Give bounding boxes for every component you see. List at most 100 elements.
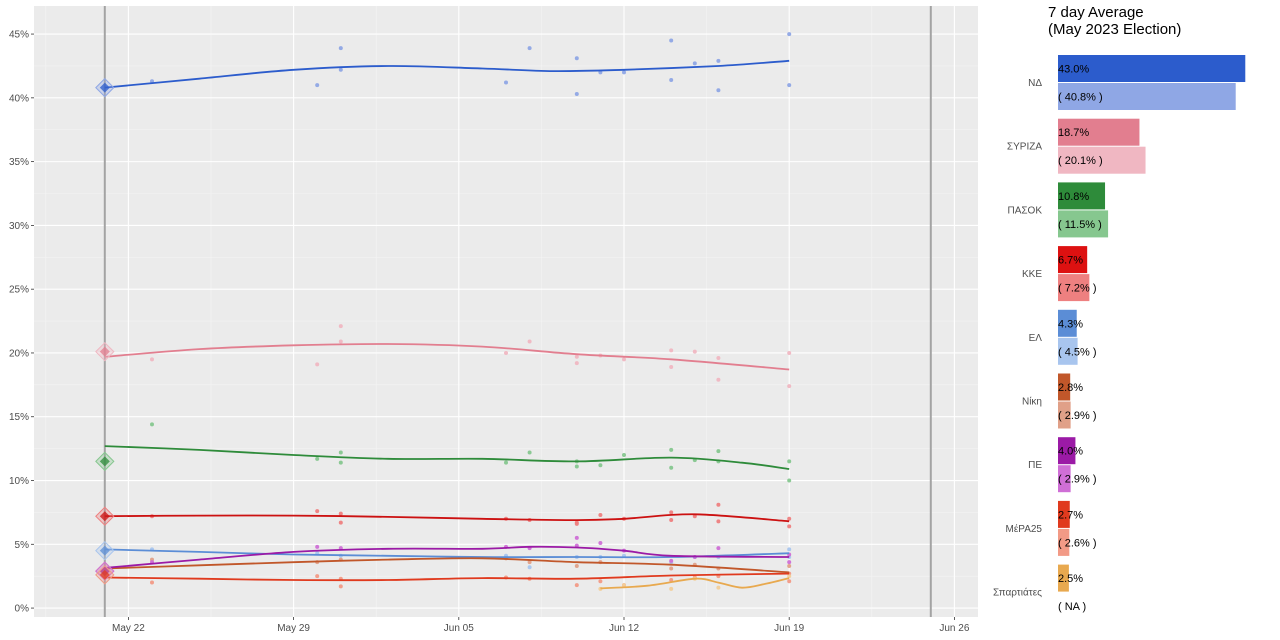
party-label-κκε: ΚΚΕ bbox=[1022, 269, 1042, 280]
x-tick-label: May 29 bbox=[277, 623, 310, 634]
poll-point-κκε bbox=[787, 524, 792, 529]
average-bar-νδ bbox=[1058, 55, 1246, 82]
average-bar-σπαρτιάτες bbox=[1058, 564, 1069, 592]
party-label-πασοκ: ΠΑΣΟΚ bbox=[1007, 205, 1042, 216]
party-label-σπαρτιάτες: Σπαρτιάτες bbox=[993, 587, 1042, 599]
election-bar-πασοκ bbox=[1058, 210, 1109, 238]
poll-point-πε bbox=[574, 535, 579, 540]
diamond-inner bbox=[99, 511, 110, 522]
poll-point-πασοκ bbox=[716, 449, 721, 454]
panel-title: 7 day Average (May 2023 Election) bbox=[1048, 4, 1181, 38]
poll-point-συριζα bbox=[315, 362, 320, 367]
x-tick-label: Jun 26 bbox=[939, 623, 969, 634]
trend-line-μέρα25 bbox=[104, 572, 790, 582]
poll-point-πε bbox=[716, 546, 721, 551]
y-tick-label: 30% bbox=[9, 221, 29, 232]
y-tick-label: 35% bbox=[9, 157, 29, 168]
poll-point-ελ bbox=[527, 565, 532, 570]
trend-line-σπαρτιάτες bbox=[600, 577, 790, 590]
election-value-νδ: ( 40.8% ) bbox=[1058, 92, 1103, 104]
poll-point-νδ bbox=[669, 38, 674, 43]
average-bar-κκε bbox=[1058, 246, 1088, 274]
poll-point-νίκη bbox=[574, 563, 579, 568]
election-value-κκε: ( 7.2% ) bbox=[1058, 283, 1097, 295]
poll-point-συριζα bbox=[669, 364, 674, 369]
poll-trend-chart: 0% 5% 10% 15% 20% 25% 30% 35% 40% 45% May 22 May 29… bbox=[9, 6, 978, 634]
poll-point-νδ bbox=[504, 80, 508, 85]
poll-point-πασοκ bbox=[669, 465, 674, 470]
poll-point-πε bbox=[315, 544, 320, 549]
election-result-marker-κκε bbox=[95, 506, 115, 526]
poll-point-συριζα bbox=[574, 361, 579, 366]
average-bar-μέρα25 bbox=[1058, 500, 1070, 528]
average-bar-πε bbox=[1058, 437, 1076, 465]
poll-point-νδ bbox=[669, 77, 674, 82]
poll-point-συριζα bbox=[622, 357, 626, 362]
election-bar-νδ bbox=[1058, 83, 1236, 110]
election-bar-μέρα25 bbox=[1058, 528, 1070, 556]
poll-point-πε bbox=[669, 558, 674, 563]
poll-point-μέρα25 bbox=[669, 578, 674, 583]
y-tick-label: 20% bbox=[9, 348, 29, 359]
average-value-κκε: 6.7% bbox=[1058, 255, 1083, 267]
party-label-μέρα25: ΜέΡΑ25 bbox=[1005, 523, 1042, 535]
average-value-πε: 4.0% bbox=[1058, 446, 1083, 458]
poll-point-νδ bbox=[692, 61, 697, 66]
y-tick-label: 15% bbox=[9, 412, 29, 423]
poll-point-σπαρτιάτες bbox=[622, 583, 626, 588]
average-value-μέρα25: 2.7% bbox=[1058, 509, 1083, 521]
poll-point-κκε bbox=[787, 516, 792, 521]
election-bar-νίκη bbox=[1058, 401, 1071, 429]
poll-point-σπαρτιάτες bbox=[716, 585, 721, 590]
trend-line-νίκη bbox=[104, 557, 790, 574]
election-value-πασοκ: ( 11.5% ) bbox=[1058, 219, 1102, 231]
poll-point-μέρα25 bbox=[338, 584, 343, 589]
poll-point-πασοκ bbox=[622, 453, 626, 458]
panel-title-line1: 7 day Average bbox=[1048, 4, 1144, 21]
poll-point-πε bbox=[598, 541, 603, 546]
poll-point-πασοκ bbox=[527, 450, 532, 455]
x-tick-label: Jun 19 bbox=[774, 623, 804, 634]
y-tick-label: 5% bbox=[15, 540, 30, 551]
poll-point-πε bbox=[787, 560, 792, 565]
poll-point-συριζα bbox=[787, 384, 792, 389]
poll-point-κκε bbox=[598, 512, 603, 517]
election-result-marker-πασοκ bbox=[95, 451, 115, 472]
average-bar-πασοκ bbox=[1058, 182, 1106, 210]
poll-point-πασοκ bbox=[598, 463, 603, 468]
trend-line-πασοκ bbox=[104, 445, 790, 470]
poll-point-συριζα bbox=[574, 354, 579, 359]
poll-point-μέρα25 bbox=[315, 574, 320, 579]
poll-point-ελ bbox=[787, 547, 792, 552]
diamond-inner bbox=[99, 545, 110, 556]
poll-point-νδ bbox=[574, 92, 579, 97]
poll-point-πασοκ bbox=[787, 478, 792, 483]
election-value-πε: ( 2.9% ) bbox=[1058, 474, 1097, 486]
trend-line-νδ bbox=[104, 59, 790, 89]
poll-point-νίκη bbox=[787, 563, 792, 568]
x-tick-label: Jun 05 bbox=[444, 623, 474, 634]
y-tick-label: 10% bbox=[9, 476, 29, 487]
poll-point-νδ bbox=[338, 46, 343, 51]
poll-point-νδ bbox=[622, 70, 626, 75]
trend-line-συριζα bbox=[104, 343, 790, 371]
election-value-ελ: ( 4.5% ) bbox=[1058, 346, 1097, 358]
poll-point-νίκη bbox=[527, 560, 532, 565]
poll-point-πασοκ bbox=[669, 447, 674, 452]
average-value-σπαρτιάτες: 2.5% bbox=[1058, 573, 1083, 585]
x-tick-label: Jun 12 bbox=[609, 623, 639, 634]
election-bar-πε bbox=[1058, 465, 1071, 493]
election-result-marker-ελ bbox=[95, 540, 115, 561]
poll-point-συριζα bbox=[150, 357, 154, 362]
poll-point-συριζα bbox=[504, 350, 508, 355]
poll-point-νδ bbox=[787, 32, 792, 37]
panel-title-line2: (May 2023 Election) bbox=[1048, 21, 1182, 38]
diamond-inner bbox=[99, 569, 110, 580]
election-bar-κκε bbox=[1058, 274, 1090, 302]
poll-point-κκε bbox=[669, 510, 674, 515]
poll-point-κκε bbox=[716, 502, 721, 507]
seven-day-average-panel: 7 day Average (May 2023 Election) ΝΔ 43.0… bbox=[984, 0, 1280, 640]
poll-point-συριζα bbox=[669, 348, 674, 353]
poll-point-νδ bbox=[527, 46, 532, 51]
poll-point-κκε bbox=[315, 509, 320, 514]
